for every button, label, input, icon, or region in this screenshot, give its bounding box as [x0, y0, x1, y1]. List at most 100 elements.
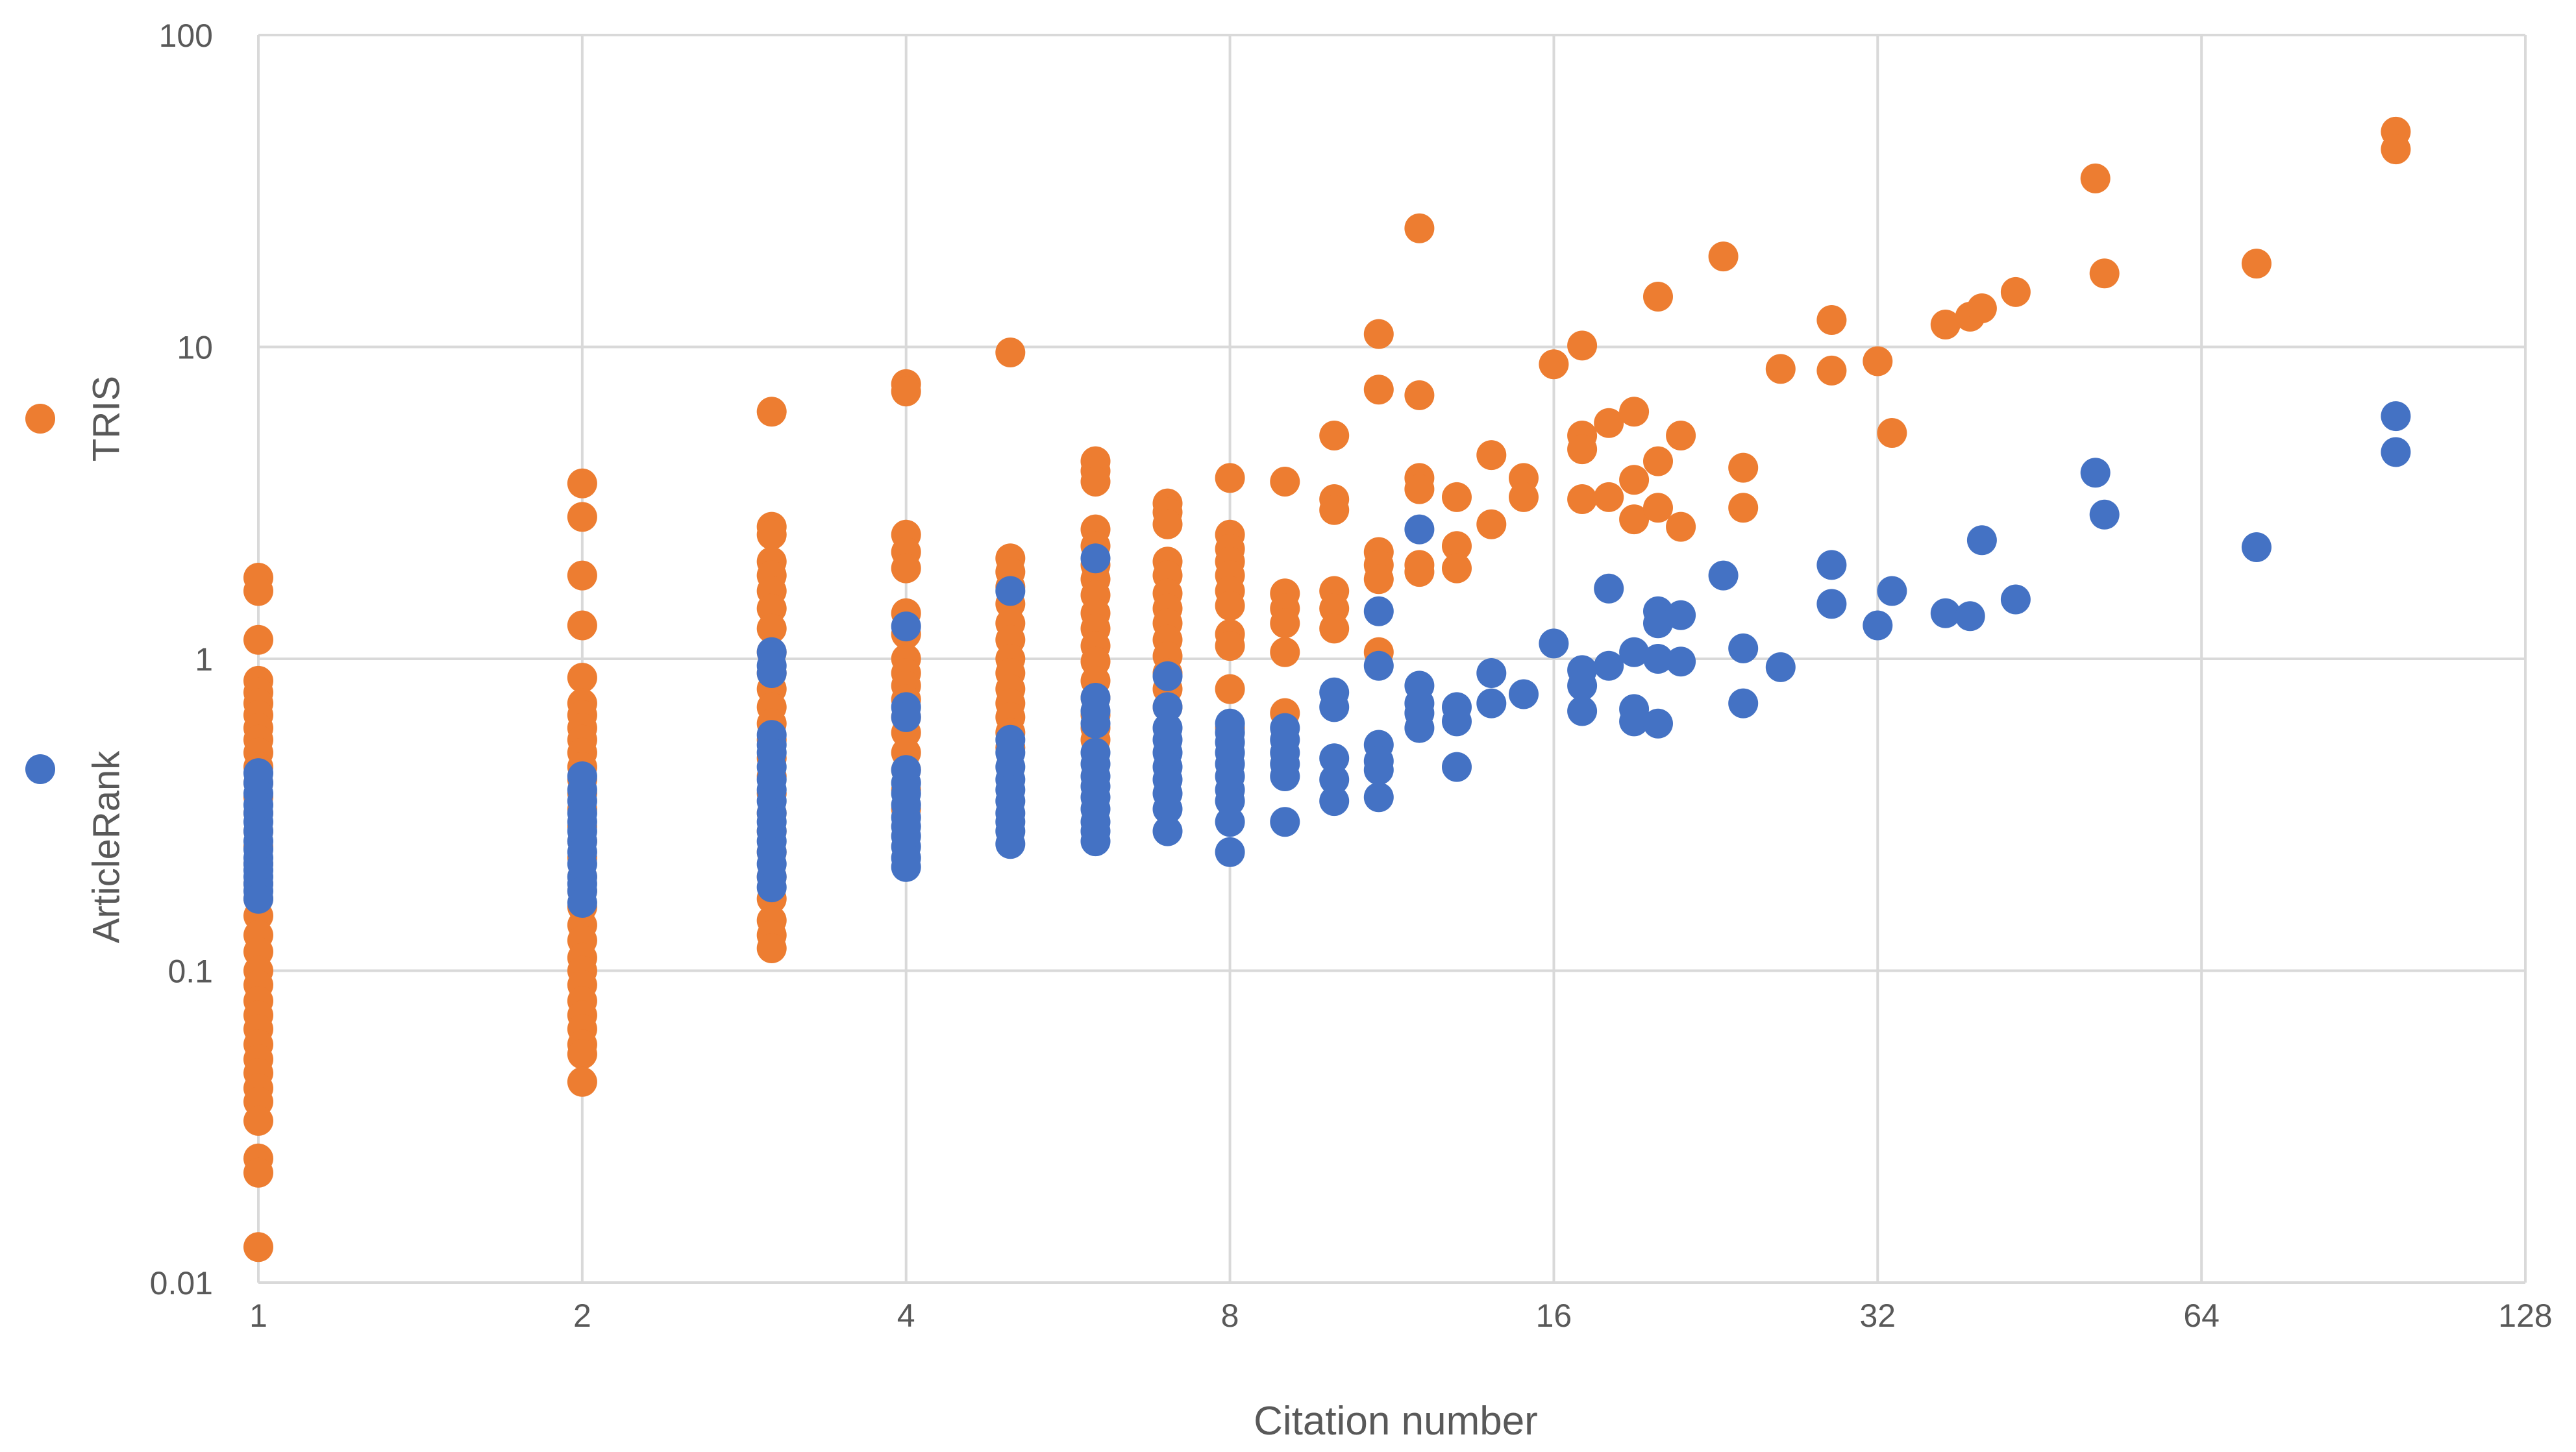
point-articlerank-112: [1319, 743, 1350, 774]
point-tris-74: [756, 613, 787, 644]
y-tick-label-10: 10: [177, 330, 213, 366]
point-articlerank-163: [2381, 437, 2411, 467]
point-tris-217: [1877, 418, 1907, 448]
point-tris-226: [2381, 134, 2411, 165]
point-articlerank-83: [1080, 826, 1111, 857]
point-tris-195: [1539, 349, 1569, 380]
point-tris-37: [567, 502, 597, 532]
point-articlerank-132: [1539, 628, 1569, 659]
point-articlerank-147: [1708, 560, 1739, 591]
y-tick-label-1: 1: [195, 641, 213, 678]
point-tris-182: [1404, 213, 1435, 243]
point-articlerank-162: [2381, 401, 2411, 432]
point-tris-164: [1270, 467, 1300, 497]
point-tris-66: [567, 1066, 597, 1097]
point-articlerank-60: [995, 576, 1026, 606]
point-tris-223: [2089, 258, 2120, 289]
point-articlerank-161: [2241, 532, 2272, 562]
point-articlerank-120: [1363, 782, 1394, 813]
point-tris-162: [1215, 674, 1245, 704]
point-articlerank-101: [1215, 786, 1245, 817]
point-tris-187: [1404, 557, 1435, 587]
x-tick-label-1: 1: [249, 1298, 267, 1334]
point-tris-212: [1728, 493, 1759, 523]
point-articlerank-131: [1509, 679, 1539, 709]
point-articlerank-92: [1152, 794, 1183, 824]
point-articlerank-59: [891, 852, 921, 882]
point-tris-32: [243, 1105, 273, 1136]
point-articlerank-146: [1666, 646, 1696, 677]
point-tris-65: [567, 1039, 597, 1070]
x-tick-label-32: 32: [1859, 1298, 1896, 1334]
point-articlerank-71: [1080, 543, 1111, 574]
point-tris-142: [1152, 509, 1183, 539]
point-tris-183: [1404, 380, 1435, 410]
point-tris-170: [1319, 421, 1350, 450]
point-tris-168: [1270, 637, 1300, 667]
point-tris-203: [1619, 465, 1650, 495]
series-articlerank-points: [243, 401, 2411, 918]
point-tris-177: [1363, 375, 1394, 405]
point-articlerank-151: [1816, 550, 1847, 580]
point-articlerank-15: [243, 883, 273, 914]
point-articlerank-108: [1270, 761, 1300, 791]
point-articlerank-136: [1594, 573, 1624, 604]
point-articlerank-155: [1930, 598, 1961, 628]
point-articlerank-125: [1404, 713, 1435, 743]
point-articlerank-46: [756, 872, 787, 903]
legend-marker-articlerank: [25, 754, 55, 784]
point-articlerank-28: [567, 888, 597, 918]
point-articlerank-142: [1643, 608, 1673, 639]
point-articlerank-121: [1404, 514, 1435, 545]
point-tris-172: [1319, 495, 1350, 525]
y-tick-label-0.01: 0.01: [150, 1265, 213, 1301]
point-tris-194: [1509, 482, 1539, 512]
point-articlerank-31: [756, 658, 787, 688]
point-tris-39: [567, 610, 597, 641]
point-articlerank-74: [1080, 708, 1111, 739]
point-articlerank-153: [1863, 610, 1893, 641]
point-articlerank-130: [1476, 688, 1507, 719]
point-articlerank-154: [1877, 576, 1907, 606]
point-articlerank-158: [2000, 584, 2031, 615]
point-tris-190: [1442, 553, 1472, 584]
point-tris-109: [995, 338, 1026, 367]
point-tris-153: [1215, 463, 1245, 493]
x-tick-label-4: 4: [897, 1298, 915, 1334]
point-tris-35: [243, 1232, 273, 1262]
point-articlerank-111: [1319, 692, 1350, 722]
point-articlerank-115: [1363, 596, 1394, 626]
point-tris-221: [2000, 277, 2031, 307]
point-tris-38: [567, 560, 597, 591]
point-tris-215: [1816, 355, 1847, 386]
point-tris-40: [567, 663, 597, 693]
point-tris-167: [1270, 608, 1300, 639]
x-tick-label-16: 16: [1536, 1298, 1572, 1334]
point-tris-175: [1319, 613, 1350, 644]
legend: TRIS ArticleRank: [25, 376, 127, 943]
point-articlerank-84: [1152, 661, 1183, 691]
point-tris-185: [1404, 474, 1435, 504]
point-articlerank-113: [1319, 765, 1350, 795]
point-articlerank-137: [1594, 650, 1624, 681]
point-articlerank-152: [1816, 589, 1847, 619]
point-tris-218: [1930, 310, 1961, 339]
point-tris-198: [1567, 434, 1598, 465]
point-tris-161: [1215, 631, 1245, 661]
point-articlerank-159: [2080, 458, 2111, 488]
point-tris-211: [1728, 452, 1759, 483]
point-articlerank-140: [1619, 706, 1650, 737]
point-articlerank-109: [1270, 807, 1300, 837]
point-articlerank-148: [1728, 633, 1759, 663]
point-articlerank-127: [1442, 706, 1472, 737]
point-articlerank-150: [1765, 652, 1796, 682]
point-articlerank-156: [1955, 601, 1985, 632]
point-tris-208: [1666, 421, 1696, 450]
legend-label-articlerank: ArticleRank: [85, 750, 127, 944]
legend-label-tris: TRIS: [85, 376, 127, 461]
point-tris-34: [243, 1157, 273, 1188]
point-articlerank-103: [1215, 837, 1245, 867]
point-tris-180: [1363, 564, 1394, 595]
point-tris-191: [1476, 440, 1507, 471]
